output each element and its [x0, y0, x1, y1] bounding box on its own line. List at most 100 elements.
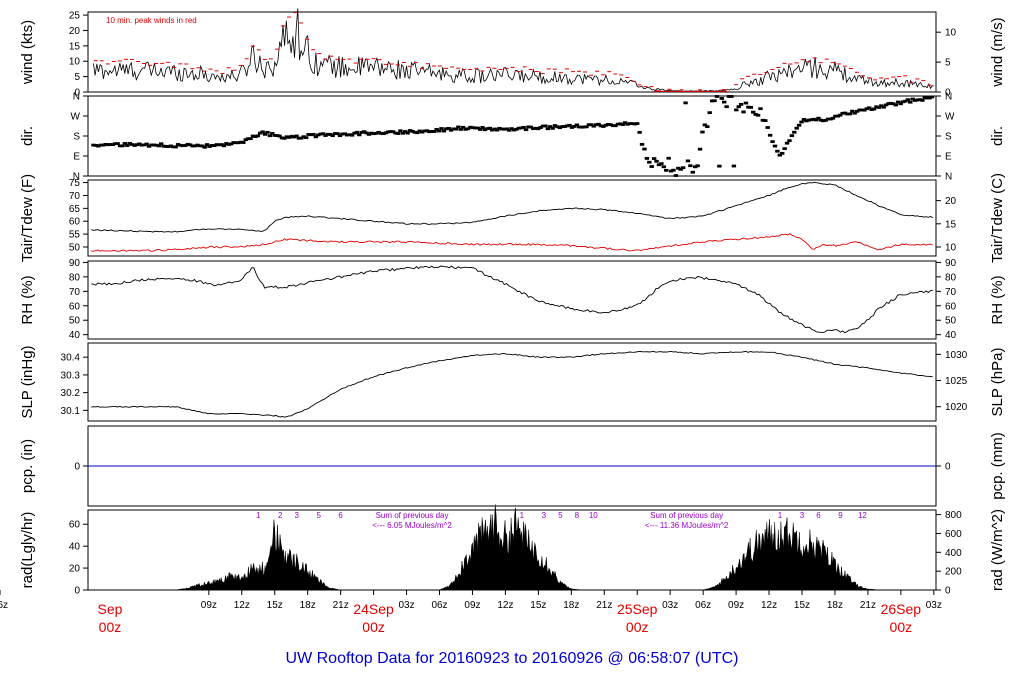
- direction-mark: [265, 130, 270, 134]
- direction-mark: [608, 123, 613, 127]
- direction-mark: [787, 139, 792, 143]
- y-tick-label-right: E: [945, 152, 952, 163]
- direction-mark: [323, 134, 328, 137]
- direction-mark: [751, 110, 756, 114]
- direction-mark: [724, 105, 729, 109]
- direction-mark: [796, 123, 802, 127]
- direction-mark: [439, 127, 444, 130]
- direction-mark: [514, 127, 519, 131]
- direction-mark: [661, 165, 667, 169]
- direction-mark: [316, 133, 321, 137]
- y-tick-label-right: 1030: [945, 350, 968, 361]
- direction-mark: [342, 132, 348, 136]
- direction-mark: [139, 143, 145, 147]
- y-tick-label: E: [73, 152, 80, 163]
- y-tick-label-right: S: [945, 132, 952, 143]
- direction-mark: [306, 133, 311, 136]
- y-tick-label: 70: [69, 287, 81, 298]
- y-tick-label-right: 600: [945, 529, 962, 540]
- direction-mark: [881, 105, 886, 109]
- direction-mark: [415, 131, 420, 135]
- direction-mark: [729, 95, 734, 98]
- direction-mark: [842, 111, 848, 115]
- direction-mark: [910, 97, 915, 101]
- direction-mark: [736, 105, 741, 109]
- direction-mark: [908, 100, 913, 104]
- direction-mark: [775, 149, 780, 153]
- y-axis-label-right: Tair/Tdew (C): [989, 173, 1006, 263]
- direction-mark: [804, 119, 809, 123]
- direction-mark: [770, 140, 775, 144]
- direction-mark: [584, 125, 589, 129]
- x-tick-label: 09z: [464, 600, 480, 611]
- direction-mark: [151, 143, 157, 147]
- solar-hour-marker: 6: [816, 511, 821, 520]
- direction-mark: [799, 120, 804, 124]
- y-axis-label: dir.: [19, 126, 36, 146]
- series-solar-radiation: [90, 504, 934, 591]
- x-tick-label: 21z: [333, 600, 349, 611]
- direction-mark: [470, 126, 476, 130]
- direction-mark: [671, 168, 676, 172]
- daily-total-value: <--- 11.36 MJoules/m^2: [645, 521, 729, 530]
- direction-mark: [695, 164, 700, 168]
- day-date-label: 24Sep: [353, 601, 394, 617]
- direction-mark: [473, 126, 478, 130]
- direction-mark: [453, 127, 459, 131]
- direction-mark: [545, 127, 551, 131]
- y-tick-label-right: 0: [945, 88, 951, 99]
- direction-mark: [782, 147, 787, 151]
- direction-mark: [680, 166, 686, 170]
- direction-mark: [156, 144, 161, 148]
- panel-frame: [87, 11, 937, 93]
- direction-mark: [811, 117, 816, 121]
- direction-mark: [748, 106, 754, 109]
- direction-mark: [664, 168, 669, 172]
- direction-mark: [685, 159, 691, 163]
- y-tick-label: 5: [74, 72, 80, 83]
- direction-mark: [891, 102, 896, 106]
- direction-mark: [376, 130, 381, 134]
- y-tick-label-right: N: [945, 92, 952, 103]
- direction-mark: [794, 126, 799, 130]
- direction-mark: [879, 104, 884, 108]
- panel-frame: [87, 95, 937, 177]
- direction-mark: [714, 95, 720, 98]
- direction-mark: [809, 118, 814, 122]
- direction-mark: [487, 126, 493, 130]
- direction-mark: [91, 143, 96, 147]
- direction-mark: [262, 132, 268, 136]
- x-tick-label: 06z: [695, 600, 711, 611]
- y-tick-label-right: 80: [945, 272, 957, 283]
- direction-mark: [591, 124, 596, 128]
- direction-mark: [301, 135, 306, 139]
- direction-mark: [110, 143, 116, 146]
- y-tick-label: 40: [69, 330, 81, 341]
- direction-mark: [577, 125, 582, 129]
- direction-mark: [656, 163, 662, 167]
- direction-mark: [345, 133, 350, 137]
- direction-mark: [274, 134, 280, 137]
- direction-mark: [195, 143, 200, 147]
- direction-mark: [569, 126, 575, 129]
- direction-mark: [929, 95, 935, 99]
- direction-mark: [180, 144, 186, 148]
- direction-mark: [862, 108, 867, 112]
- y-axis-label: rad(Lgly/hr): [19, 512, 36, 589]
- y-tick-label-right: 60: [945, 301, 957, 312]
- direction-mark: [642, 147, 647, 151]
- solar-hour-marker: 3: [542, 511, 547, 520]
- direction-mark: [630, 122, 635, 126]
- direction-mark: [644, 156, 650, 160]
- direction-mark: [100, 143, 106, 147]
- direction-mark: [726, 95, 732, 98]
- daily-total-heading: Sum of previous day: [650, 511, 723, 520]
- direction-mark: [719, 97, 725, 100]
- direction-mark: [494, 128, 500, 132]
- y-tick-label-right: 0: [945, 586, 951, 597]
- panel-solar_radiation: rad(Lgly/hr) rad (W/m^2)02040600200400600…: [19, 504, 1006, 597]
- day-date-label: 26Sep: [881, 601, 922, 617]
- series-sea-level-pressure: [91, 350, 933, 418]
- y-tick-label: 0: [74, 88, 80, 99]
